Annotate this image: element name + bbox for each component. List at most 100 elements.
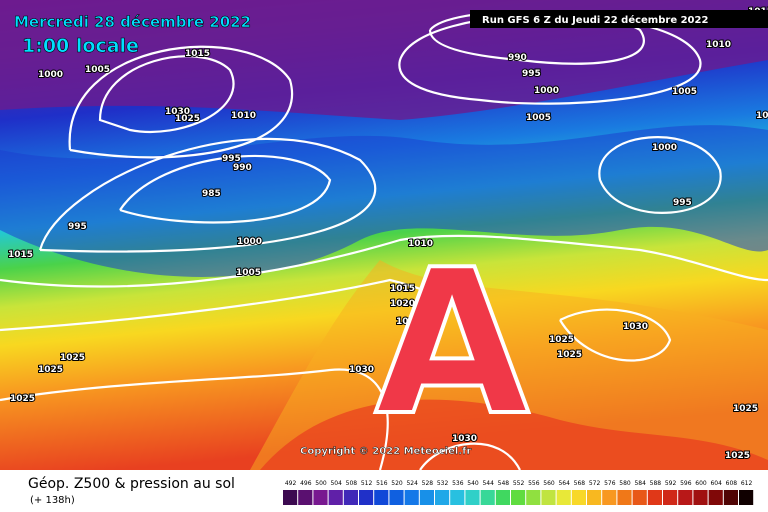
isobar: [98, 55, 235, 134]
scale-swatch: [495, 490, 510, 505]
scale-swatch: [511, 490, 526, 505]
scale-label: 528: [422, 480, 434, 487]
color-scale: 492 496 500 504 508 512 516 520 524 528 532 536 540 5…: [283, 480, 754, 505]
scale-label: 568: [574, 480, 586, 487]
scale-swatch: [541, 490, 556, 505]
scale-label: 588: [650, 480, 662, 487]
scale-label: 508: [346, 480, 358, 487]
isobar-label: 1030: [623, 322, 648, 332]
run-box: [470, 10, 768, 28]
scale-swatch: [328, 490, 343, 505]
isobar-label: 1010: [756, 111, 768, 121]
scale-swatch: [359, 490, 374, 505]
isobar-label: 1010: [408, 239, 433, 249]
isobar: [0, 368, 389, 471]
isobar-label: 995: [68, 222, 87, 232]
scale-label: 608: [726, 480, 738, 487]
isobar-label: 990: [508, 53, 527, 63]
scale-swatch: [647, 490, 662, 505]
isobar: [0, 234, 768, 288]
scale-label: 612: [741, 480, 753, 487]
scale-label: 552: [513, 480, 525, 487]
scale-swatch: [435, 490, 450, 505]
isobar-label: 1025: [549, 335, 574, 345]
isobar-label: 1025: [725, 451, 750, 461]
isobar: [38, 137, 377, 253]
isobar-label: 1025: [175, 114, 200, 124]
valid-date: Mercredi 28 décembre 2022: [14, 13, 251, 31]
isobar-label: 1015: [390, 284, 415, 294]
isobar-label: 1025: [38, 365, 63, 375]
scale-label: 500: [315, 480, 327, 487]
isobar-label: 1000: [237, 237, 262, 247]
isobar-label: 1030: [165, 107, 190, 117]
scale-label: 604: [710, 480, 722, 487]
isobar-label: 1000: [38, 70, 63, 80]
isobar-label: 1020: [390, 299, 415, 309]
high-pressure-center: A: [375, 227, 530, 460]
isobar-label: 1025: [733, 404, 758, 414]
run-info: Run GFS 6 Z du Jeudi 22 décembre 2022: [482, 14, 708, 26]
isobar: [419, 442, 521, 471]
isobar: [68, 45, 294, 159]
scale-swatch: [465, 490, 480, 505]
field-low: [0, 0, 768, 120]
isobar-label: 1025: [10, 394, 35, 404]
scale-swatch: [283, 490, 298, 505]
scale-swatch: [571, 490, 586, 505]
map-field: [0, 0, 768, 470]
isobar-label: 995: [673, 198, 692, 208]
scale-swatch: [313, 490, 328, 505]
field-trough: [0, 125, 768, 278]
scale-swatch: [389, 490, 404, 505]
scale-swatch: [708, 490, 723, 505]
isobar-label: 1025: [396, 317, 421, 327]
isobar-label: 1000: [534, 86, 559, 96]
scale-swatch: [419, 490, 434, 505]
scale-swatch: [617, 490, 632, 505]
isobars: [0, 10, 768, 471]
scale-label: 504: [330, 480, 342, 487]
isobar-label: 1005: [236, 268, 261, 278]
isobar-label: 990: [233, 163, 252, 173]
scale-label: 596: [680, 480, 692, 487]
scale-label: 540: [467, 480, 479, 487]
scale-swatch: [480, 490, 495, 505]
scale-label: 556: [528, 480, 540, 487]
scale-label: 544: [482, 480, 494, 487]
scale-label: 532: [437, 480, 449, 487]
scale-label: 572: [589, 480, 601, 487]
isobar: [559, 308, 672, 362]
scale-swatch: [723, 490, 738, 505]
isobar-label: 1010: [231, 111, 256, 121]
isobar-label: 995: [522, 69, 541, 79]
scale-label: 524: [406, 480, 418, 487]
scale-swatch: [526, 490, 541, 505]
scale-swatch: [663, 490, 678, 505]
scale-swatch: [404, 490, 419, 505]
scale-label: 520: [391, 480, 403, 487]
scale-label: 492: [285, 480, 297, 487]
scale-label: 536: [452, 480, 464, 487]
isobar-label: 1005: [526, 113, 551, 123]
scale-swatch: [374, 490, 389, 505]
legend-subtitle: (+ 138h): [30, 495, 75, 506]
scale-swatch: [450, 490, 465, 505]
isobar-label: 1015: [185, 49, 210, 59]
isobar-label: 1010: [706, 40, 731, 50]
scale-label: 560: [543, 480, 555, 487]
legend-title: Géop. Z500 & pression au sol: [28, 476, 235, 492]
isobar-label: 1005: [85, 65, 110, 75]
isobar-label: 1030: [452, 434, 477, 444]
scale-swatch: [556, 490, 571, 505]
scale-swatch: [693, 490, 708, 505]
scale-swatch: [587, 490, 602, 505]
isobar-label: 1030: [349, 365, 374, 375]
isobar-label: 1000: [652, 143, 677, 153]
scale-swatch: [739, 490, 754, 505]
scale-label: 548: [498, 480, 510, 487]
isobar-label: 1015: [8, 250, 33, 260]
copyright: Copyright © 2022 Meteociel.fr: [300, 446, 471, 457]
isobar-label: 1025: [60, 353, 85, 363]
